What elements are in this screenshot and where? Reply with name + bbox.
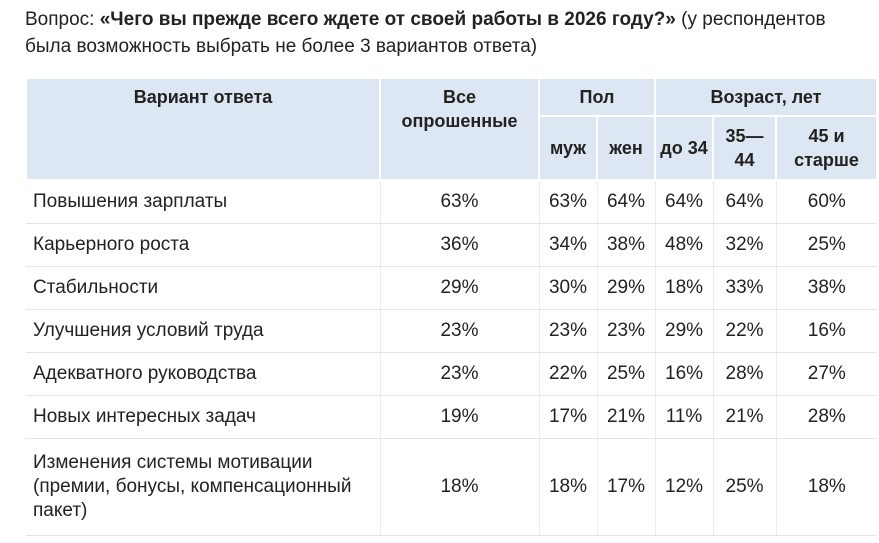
cell-age-under-34: 29% [654,309,714,353]
cell-female: 23% [596,309,656,353]
header-age: Возраст, лет [654,77,879,117]
cell-all: 29% [379,266,539,310]
header-age-under-34: до 34 [654,115,715,181]
row-label: Повышения зарплаты [26,180,380,224]
cell-age-under-34: 12% [654,438,714,536]
cell-age-35-44: 64% [712,180,777,224]
cell-age-45-plus: 25% [775,223,878,267]
cell-female: 25% [596,352,656,396]
cell-male: 63% [538,180,597,224]
header-gender: Пол [537,77,657,117]
cell-age-35-44: 22% [712,309,777,353]
question-prefix: Вопрос: [25,9,100,30]
cell-all: 23% [379,352,539,396]
header-female: жен [595,115,657,181]
cell-age-under-34: 64% [654,180,714,224]
header-row-sub: муж жен до 34 35—44 45 и старше [26,115,879,181]
row-label: Карьерного роста [26,223,380,267]
survey-question: Вопрос: «Чего вы прежде всего ждете от с… [25,6,875,60]
cell-male: 34% [538,223,597,267]
cell-age-45-plus: 28% [775,395,878,439]
cell-female: 21% [596,395,656,439]
question-text: «Чего вы прежде всего ждете от своей раб… [99,9,676,30]
cell-all: 36% [379,223,539,267]
question-note: (у респондентов была возможность выбрать… [25,9,826,57]
cell-female: 64% [596,180,656,224]
header-age-45-plus: 45 и старше [775,115,879,181]
cell-male: 23% [538,309,597,353]
cell-age-35-44: 32% [712,223,777,267]
cell-age-45-plus: 16% [775,309,878,353]
table-row: Адекватного руководства 23% 22% 25% 16% … [26,352,878,396]
cell-age-under-34: 48% [654,223,714,267]
header-option: Вариант ответа [25,77,381,181]
survey-results-table: Вариант ответа Все опрошенные Пол Возрас… [25,77,879,536]
cell-age-35-44: 21% [712,395,777,439]
cell-female: 17% [596,438,656,536]
row-label: Стабильности [26,266,380,310]
cell-age-35-44: 28% [712,352,777,396]
cell-male: 18% [538,438,597,536]
table-row: Повышения зарплаты 63% 63% 64% 64% 64% 6… [26,180,878,224]
table-row: Изменения системы мотивации (премии, бон… [26,438,878,536]
row-label: Адекватного руководства [26,352,380,396]
cell-age-35-44: 25% [712,438,777,536]
cell-male: 30% [538,266,597,310]
cell-all: 19% [379,395,539,439]
cell-female: 38% [596,223,656,267]
cell-age-45-plus: 38% [775,266,878,310]
table-row: Новых интересных задач 19% 17% 21% 11% 2… [26,395,878,439]
row-label: Новых интересных задач [26,395,380,439]
cell-age-45-plus: 27% [775,352,878,396]
header-age-35-44: 35—44 [712,115,778,181]
cell-age-45-plus: 18% [775,438,878,536]
cell-all: 18% [379,438,539,536]
cell-female: 29% [596,266,656,310]
cell-age-under-34: 18% [654,266,714,310]
table-row: Стабильности 29% 30% 29% 18% 33% 38% [26,266,878,310]
cell-male: 17% [538,395,597,439]
header-row-main: Вариант ответа Все опрошенные Пол Возрас… [25,77,879,181]
cell-age-under-34: 16% [654,352,714,396]
cell-age-under-34: 11% [654,395,714,439]
header-male: муж [538,115,598,181]
cell-all: 23% [379,309,539,353]
row-label: Изменения системы мотивации (премии, бон… [26,438,380,536]
cell-age-35-44: 33% [712,266,777,310]
cell-age-45-plus: 60% [775,180,878,224]
table-row: Улучшения условий труда 23% 23% 23% 29% … [26,309,878,353]
cell-male: 22% [538,352,597,396]
table-row: Карьерного роста 36% 34% 38% 48% 32% 25% [26,223,878,267]
row-label: Улучшения условий труда [26,309,380,353]
cell-all: 63% [379,180,539,224]
header-all: Все опрошенные [379,77,540,181]
